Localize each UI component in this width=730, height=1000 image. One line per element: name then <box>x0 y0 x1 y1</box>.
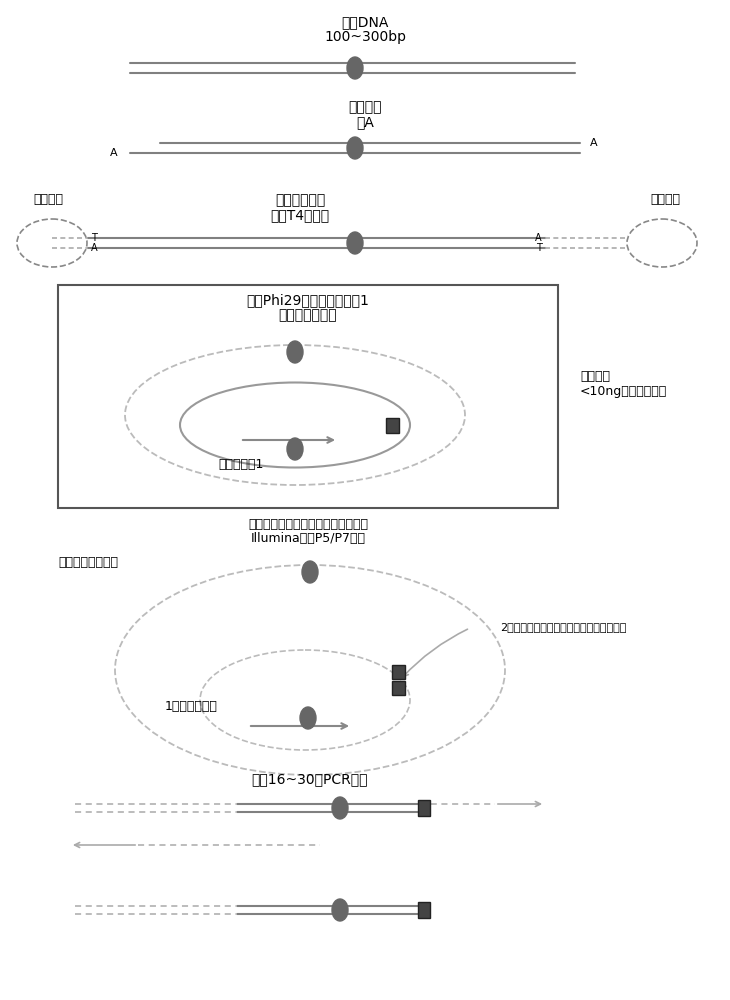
Text: <10ng时进行预扩增: <10ng时进行预扩增 <box>580 385 667 398</box>
Ellipse shape <box>332 797 348 819</box>
Text: 同时加入特异性引物、通用接头引物: 同时加入特异性引物、通用接头引物 <box>248 518 368 531</box>
Ellipse shape <box>347 137 363 159</box>
Text: 加入环状接头: 加入环状接头 <box>275 193 325 207</box>
Bar <box>391 665 404 679</box>
Ellipse shape <box>287 438 303 460</box>
Text: 加A: 加A <box>356 115 374 129</box>
Ellipse shape <box>347 57 363 79</box>
Text: 特异性引物1: 特异性引物1 <box>218 458 264 471</box>
Bar <box>418 902 430 918</box>
Text: 以及T4连接酶: 以及T4连接酶 <box>270 208 329 222</box>
Text: 末端修复: 末端修复 <box>348 100 382 114</box>
Text: 加入Phi29酶和特异性引物1: 加入Phi29酶和特异性引物1 <box>247 293 369 307</box>
Bar <box>385 418 399 432</box>
Bar <box>391 681 404 695</box>
Text: 进行16~30轮PCR循环: 进行16~30轮PCR循环 <box>252 772 368 786</box>
Text: 进行环状预扩增: 进行环状预扩增 <box>279 308 337 322</box>
Text: 可选步骤: 可选步骤 <box>580 370 610 383</box>
Text: T: T <box>536 243 542 253</box>
Text: 100~300bp: 100~300bp <box>324 30 406 44</box>
Text: T: T <box>91 233 97 243</box>
Text: 环状接头: 环状接头 <box>33 193 63 206</box>
Text: A: A <box>110 148 118 158</box>
Ellipse shape <box>287 341 303 363</box>
Ellipse shape <box>332 899 348 921</box>
Text: 1、特异性引物: 1、特异性引物 <box>165 700 218 713</box>
Text: 高温解链成单链环: 高温解链成单链环 <box>58 556 118 569</box>
Text: A: A <box>590 138 598 148</box>
Ellipse shape <box>347 232 363 254</box>
Ellipse shape <box>302 561 318 583</box>
Text: Illumina测序P5/P7引物: Illumina测序P5/P7引物 <box>250 532 366 545</box>
Text: 环状接头: 环状接头 <box>650 193 680 206</box>
Ellipse shape <box>300 707 316 729</box>
Text: A: A <box>91 243 98 253</box>
Text: 2、通用接头引物与特异性引物延伸链结合: 2、通用接头引物与特异性引物延伸链结合 <box>500 622 626 632</box>
Text: 游离DNA: 游离DNA <box>342 15 388 29</box>
Bar <box>418 800 430 816</box>
Text: A: A <box>535 233 542 243</box>
Bar <box>58 285 558 508</box>
